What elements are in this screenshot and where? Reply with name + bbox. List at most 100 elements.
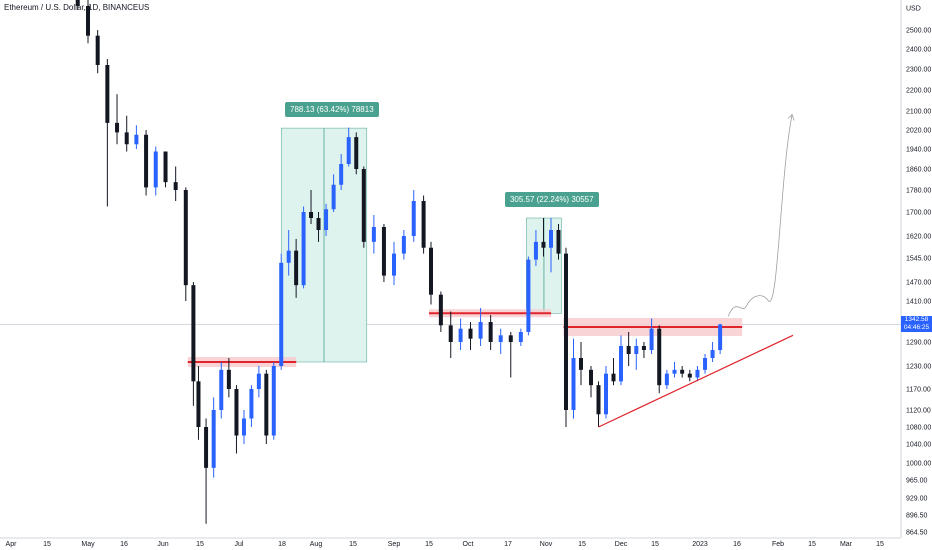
candle-body-27 bbox=[301, 212, 306, 286]
y-tick-label: 1230.00 bbox=[906, 364, 931, 371]
overlays-layer bbox=[598, 113, 795, 428]
candle-body-50 bbox=[508, 335, 513, 342]
measure-label-october: 305.57 (22.24%) 30557 bbox=[504, 192, 599, 207]
candle-body-6 bbox=[134, 134, 139, 145]
candle-body-23 bbox=[271, 366, 276, 436]
candle-body-10 bbox=[173, 182, 178, 190]
bar-countdown: 04:46:25 bbox=[903, 324, 930, 332]
y-tick-label: 1040.00 bbox=[906, 442, 931, 449]
candle-body-70 bbox=[664, 373, 669, 386]
x-tick-label: Jun bbox=[157, 541, 168, 548]
candle-body-36 bbox=[371, 227, 376, 242]
candle-body-14 bbox=[204, 427, 209, 468]
y-tick-label: 1170.00 bbox=[906, 387, 931, 394]
candle-body-5 bbox=[124, 132, 129, 145]
x-tick-label: 15 bbox=[425, 541, 433, 548]
candle-body-51 bbox=[518, 332, 523, 342]
y-tick-label: 2400.00 bbox=[906, 47, 931, 54]
x-tick-label: Jul bbox=[235, 541, 244, 548]
x-tick-label: May bbox=[81, 541, 95, 548]
y-tick-label: 965.00 bbox=[906, 478, 928, 485]
candle-body-16 bbox=[219, 369, 224, 410]
candle-body-15 bbox=[211, 410, 216, 468]
x-tick-label: Apr bbox=[6, 541, 18, 548]
y-tick-label: 1780.00 bbox=[906, 188, 931, 195]
x-tick-label: 15 bbox=[808, 541, 816, 548]
y-tick-label: 2500.00 bbox=[906, 28, 931, 35]
candle-body-4 bbox=[115, 122, 120, 133]
y-tick-label: 1620.00 bbox=[906, 234, 931, 241]
candle-body-34 bbox=[354, 137, 359, 169]
candle-body-56 bbox=[556, 230, 561, 254]
candle-body-59 bbox=[579, 358, 583, 370]
candle-body-33 bbox=[346, 137, 351, 164]
candle-body-48 bbox=[488, 322, 493, 342]
y-tick-label: 1080.00 bbox=[906, 425, 931, 432]
candle-body-77 bbox=[718, 324, 723, 350]
candle-body-45 bbox=[458, 328, 463, 342]
candle-body-52 bbox=[526, 259, 531, 332]
x-tick-label: 16 bbox=[733, 541, 741, 548]
candle-body-42 bbox=[429, 247, 433, 295]
candle-body-63 bbox=[611, 373, 616, 382]
candle-body-75 bbox=[703, 358, 708, 370]
candle-body-24 bbox=[279, 262, 284, 366]
candle-body-20 bbox=[249, 389, 254, 419]
x-tick-label: 17 bbox=[504, 541, 512, 548]
candle-body-2 bbox=[95, 35, 100, 65]
candle-body-25 bbox=[286, 250, 291, 263]
x-tick-label: Nov bbox=[540, 541, 553, 548]
candle-body-28 bbox=[309, 212, 314, 218]
candle-body-46 bbox=[468, 328, 473, 339]
candle-body-38 bbox=[392, 253, 396, 276]
x-tick-label: 2023 bbox=[692, 541, 708, 548]
x-tick-label: 15 bbox=[651, 541, 659, 548]
x-tick-label: 16 bbox=[120, 541, 128, 548]
y-tick-label: 1410.00 bbox=[906, 299, 931, 306]
candle-body-26 bbox=[294, 250, 299, 286]
candle-body-30 bbox=[324, 209, 329, 230]
ascending-trendline bbox=[598, 334, 794, 428]
x-tick-label: Sep bbox=[388, 541, 401, 548]
candle-body-72 bbox=[680, 369, 685, 374]
candle-body-69 bbox=[657, 328, 662, 386]
projection-path bbox=[727, 114, 793, 317]
candle-body-68 bbox=[649, 328, 654, 350]
candle-body-55 bbox=[549, 230, 553, 248]
candle-body-22 bbox=[264, 373, 269, 436]
candle-body-61 bbox=[596, 385, 601, 415]
candle-body-31 bbox=[331, 184, 336, 210]
candle-body-54 bbox=[541, 241, 546, 248]
zones-layer bbox=[0, 127, 901, 367]
candle-body-32 bbox=[339, 164, 344, 185]
candle-body-57 bbox=[564, 253, 568, 410]
candle-body-1 bbox=[86, 6, 90, 36]
candle-body-8 bbox=[153, 151, 158, 188]
y-tick-label: 1000.00 bbox=[906, 461, 931, 468]
candle-body-29 bbox=[316, 218, 321, 230]
candle-body-47 bbox=[478, 322, 483, 339]
x-tick-label: 15 bbox=[196, 541, 204, 548]
x-tick-label: 15 bbox=[578, 541, 586, 548]
measure-label-july: 788.13 (63.42%) 78813 bbox=[285, 102, 379, 118]
candle-body-7 bbox=[144, 134, 149, 188]
candle-body-74 bbox=[695, 369, 700, 378]
candle-body-17 bbox=[226, 369, 231, 389]
x-tick-label: 15 bbox=[876, 541, 884, 548]
y-tick-label: 1545.00 bbox=[906, 256, 931, 263]
y-tick-label: 929.00 bbox=[906, 496, 928, 503]
chart-title: Ethereum / U.S. Dollar, 1D, BINANCEUS bbox=[4, 3, 150, 12]
candle-body-49 bbox=[498, 335, 503, 342]
projection-arrowhead bbox=[787, 113, 795, 121]
x-tick-label: Feb bbox=[772, 541, 784, 548]
last-price-value: 1342.58 bbox=[904, 316, 929, 324]
candle-body-19 bbox=[241, 418, 246, 436]
y-tick-label: 1120.00 bbox=[906, 408, 931, 415]
candle-body-73 bbox=[687, 373, 692, 378]
candle-body-53 bbox=[533, 241, 538, 260]
candle-body-39 bbox=[401, 236, 406, 254]
candle-body-71 bbox=[672, 369, 677, 374]
candle-body-65 bbox=[626, 346, 631, 354]
